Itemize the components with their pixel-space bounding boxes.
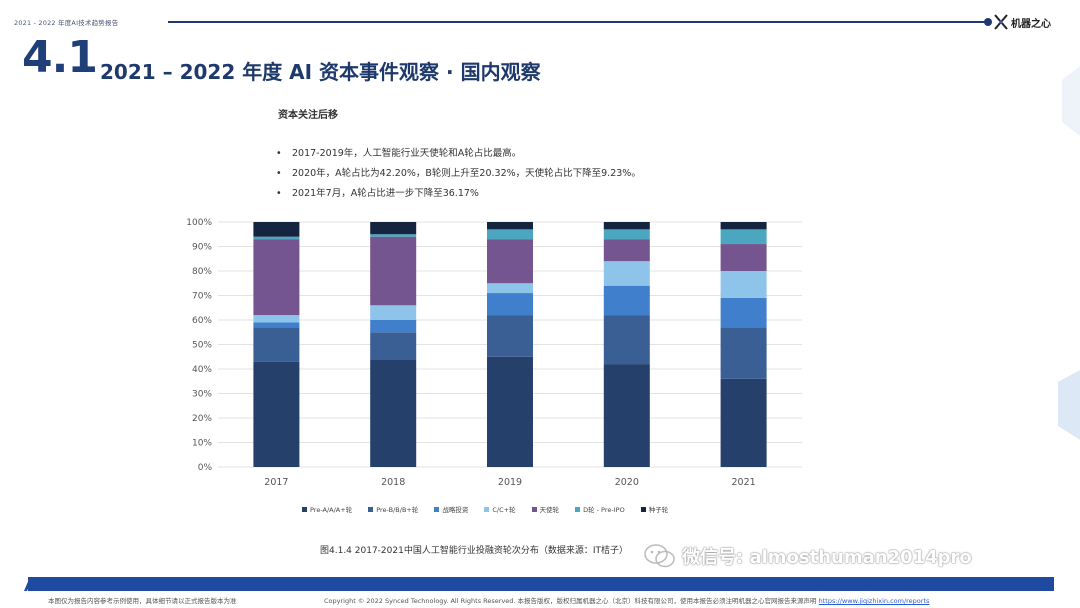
- document-title: 2021 - 2022 年度AI技术趋势报告: [14, 19, 119, 27]
- decorative-hexagon: [1058, 370, 1080, 440]
- x-tick-label: 2019: [498, 477, 522, 488]
- y-tick-label: 0%: [198, 463, 213, 473]
- bar-segment: [253, 236, 300, 240]
- bar-segment: [603, 239, 650, 262]
- chart-subheading: 资本关注后移: [278, 110, 338, 121]
- legend-swatch: [484, 506, 490, 512]
- y-tick-label: 60%: [192, 316, 212, 326]
- logo-icon: [994, 14, 1008, 30]
- y-tick-label: 10%: [192, 439, 212, 449]
- bar-segment: [253, 361, 300, 467]
- bar-segment: [487, 229, 533, 240]
- bar-segment: [370, 320, 417, 333]
- bar-segment: [370, 332, 417, 360]
- x-tick-label: 2021: [732, 477, 756, 488]
- bar-segment: [253, 327, 300, 362]
- bar-segment: [720, 378, 767, 467]
- y-tick-label: 90%: [192, 243, 212, 253]
- legend-label: Pre-A/A/A+轮: [310, 506, 353, 514]
- legend-item: C/C+轮: [484, 504, 516, 514]
- y-tick-label: 70%: [192, 292, 212, 302]
- footer-disclaimer: 本图仅为报告内容参考示例使用，具体细节请以正式报告版本为准: [48, 597, 237, 605]
- legend-swatch: [531, 506, 537, 512]
- legend-swatch: [575, 506, 581, 512]
- chart-legend: Pre-A/A/A+轮 Pre-B/B/B+轮 战略投资 C/C+轮 天使轮 D轮 - P…: [302, 504, 668, 514]
- footer-link[interactable]: https://www.jiqizhixin.com/reports: [818, 597, 930, 605]
- top-bar: 2021 - 2022 年度AI技术趋势报告 机器之心: [0, 0, 1080, 42]
- bar-segment: [487, 239, 533, 284]
- footer-copyright: Copyright © 2022 Synced Technology. All …: [324, 595, 929, 605]
- watermark-text: 微信号: almosthuman2014pro: [682, 547, 972, 568]
- legend-item: 种子轮: [640, 504, 669, 514]
- decorative-hexagon: [1062, 66, 1080, 136]
- footer-band: [28, 577, 1054, 591]
- bar-segment: [487, 293, 533, 316]
- x-tick-label: 2017: [264, 477, 288, 488]
- y-tick-label: 80%: [192, 267, 212, 277]
- bar-segment: [253, 239, 300, 316]
- x-tick-label: 2020: [615, 477, 639, 488]
- legend-swatch: [640, 506, 646, 512]
- y-tick-label: 100%: [186, 218, 212, 228]
- bar-segment: [253, 222, 300, 237]
- legend-swatch: [434, 506, 440, 512]
- bar-segment: [603, 315, 650, 365]
- bar-segment: [370, 222, 417, 235]
- bullet-list: 2017-2019年，人工智能行业天使轮和A轮占比最高。 2020年，A轮占比为…: [276, 144, 641, 204]
- legend-item: 天使轮: [531, 504, 560, 514]
- figure-caption: 图4.1.4 2017-2021中国人工智能行业投融资轮次分布（数据来源：IT桔…: [320, 546, 628, 556]
- stacked-bar-chart: 0% 10% 20% 30% 40% 50% 60% 70% 80% 90% 100% 2017 201…: [186, 218, 802, 488]
- y-tick-label: 40%: [192, 365, 212, 375]
- legend-swatch: [368, 506, 374, 512]
- watermark: 微信号: almosthuman2014pro: [644, 543, 972, 569]
- legend-item: 战略投资: [434, 504, 468, 514]
- header-divider: [168, 21, 988, 23]
- logo: 机器之心: [994, 14, 1051, 30]
- bar-segment: [603, 222, 650, 230]
- legend-label: 天使轮: [539, 506, 560, 514]
- bar-segment: [487, 356, 533, 467]
- bar-segment: [720, 271, 767, 298]
- bullet-item: 2020年，A轮占比为42.20%，B轮则上升至20.32%，天使轮占比下降至9…: [276, 164, 641, 184]
- bar-segment: [487, 222, 533, 230]
- bar-segment: [253, 315, 300, 323]
- x-tick-label: 2018: [381, 477, 405, 488]
- bar-segment: [370, 305, 417, 320]
- footer-copyright-text: Copyright © 2022 Synced Technology. All …: [324, 597, 817, 605]
- legend-item: Pre-A/A/A+轮: [302, 504, 352, 514]
- legend-label: 战略投资: [442, 506, 469, 514]
- legend-label: 种子轮: [648, 506, 669, 514]
- y-tick-label: 20%: [192, 414, 212, 424]
- bullet-item: 2021年7月，A轮占比进一步下降至36.17%: [276, 184, 641, 204]
- bar-segment: [253, 322, 300, 328]
- bar-segment: [603, 261, 650, 286]
- legend-label: Pre-B/B/B+轮: [376, 506, 419, 514]
- legend-label: C/C+轮: [492, 506, 516, 514]
- bullet-item: 2017-2019年，人工智能行业天使轮和A轮占比最高。: [276, 144, 641, 164]
- y-tick-label: 50%: [192, 341, 212, 351]
- bar-segment: [370, 236, 417, 306]
- bar-segment: [370, 359, 417, 467]
- y-tick-label: 30%: [192, 390, 212, 400]
- bar-segment: [370, 234, 417, 237]
- bar-segment: [720, 327, 767, 379]
- section-number: 4.1: [22, 32, 98, 83]
- bar-segment: [487, 283, 533, 294]
- bar-segment: [720, 244, 767, 271]
- legend-swatch: [302, 506, 307, 512]
- bar-segment: [487, 315, 533, 357]
- header-divider-dot: [984, 18, 992, 26]
- section-title: 2021 – 2022 年度 AI 资本事件观察 · 国内观察: [100, 60, 541, 84]
- logo-text: 机器之心: [1011, 18, 1051, 30]
- bar-segment: [603, 229, 650, 240]
- wechat-icon: [644, 544, 675, 568]
- bar-segment: [603, 364, 650, 467]
- bar-segment: [603, 285, 650, 316]
- legend-label: D轮 - Pre-IPO: [583, 506, 625, 514]
- legend-item: D轮 - Pre-IPO: [575, 504, 625, 514]
- bar-segment: [720, 297, 767, 328]
- legend-item: Pre-B/B/B+轮: [368, 504, 418, 514]
- bar-segment: [720, 229, 767, 245]
- bar-segment: [720, 222, 767, 230]
